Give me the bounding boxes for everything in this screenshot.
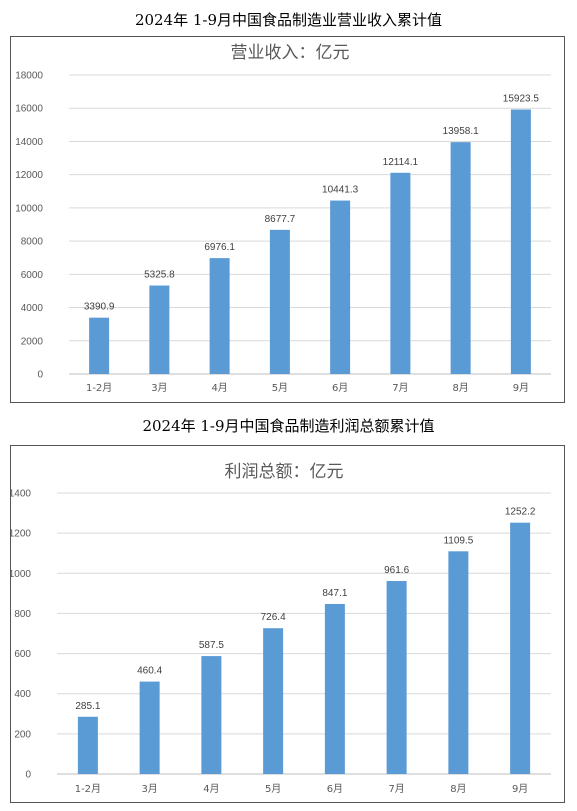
data-label: 285.1	[75, 701, 100, 712]
chart1-heading: 2024年 1-9月中国食品制造业营业收入累计值	[134, 11, 443, 29]
revenue-bar-chart: 营业收入：亿元 0 2000 4000 6000 8000 10000 12000 14000 1…	[15, 43, 551, 394]
y-tick-label: 4000	[21, 303, 44, 314]
x-tick-label: 3月	[141, 783, 157, 795]
data-label: 460.4	[137, 666, 162, 677]
bar	[510, 522, 531, 774]
data-label: 1109.5	[443, 535, 473, 546]
chart2-heading: 2024年 1-9月中国食品制造利润总额累计值	[142, 417, 435, 435]
y-tick-label: 2000	[21, 336, 44, 347]
y-tick-label: 0	[25, 770, 31, 781]
data-label: 8677.7	[265, 214, 296, 225]
y-tick-label: 200	[14, 729, 31, 740]
profit-bar-chart: 利润总额：亿元 0 200 400 600 800 1000 1200 1400 285.1 1-2…	[11, 462, 551, 795]
y-tick-label: 400	[14, 689, 31, 700]
chart1-frame: 营业收入：亿元 0 2000 4000 6000 8000 10000 12000 14000 1…	[10, 36, 565, 403]
x-tick-label: 5月	[265, 783, 281, 795]
x-tick-label: 9月	[513, 382, 529, 394]
bar	[89, 317, 110, 374]
bar	[510, 109, 531, 374]
x-tick-label: 4月	[211, 382, 227, 394]
bar	[209, 258, 230, 374]
y-tick-label: 10000	[15, 203, 43, 214]
data-label: 15923.5	[503, 93, 540, 104]
x-tick-label: 7月	[392, 382, 408, 394]
bar	[450, 142, 471, 374]
bar	[263, 628, 284, 774]
bar	[386, 580, 407, 774]
y-tick-label: 18000	[15, 71, 43, 82]
x-tick-label: 3月	[151, 382, 167, 394]
data-label: 5325.8	[144, 270, 175, 281]
x-tick-label: 6月	[327, 783, 343, 795]
y-tick-label: 12000	[15, 170, 43, 181]
x-tick-label: 6月	[332, 382, 348, 394]
data-label: 1252.2	[505, 507, 536, 518]
x-tick-label: 8月	[450, 783, 466, 795]
y-tick-label: 600	[14, 649, 31, 660]
x-tick-label: 4月	[203, 783, 219, 795]
data-label: 6976.1	[204, 242, 235, 253]
y-tick-label: 14000	[15, 137, 43, 148]
x-tick-label: 9月	[512, 783, 528, 795]
chart-title: 营业收入：亿元	[231, 43, 350, 63]
bar	[330, 200, 351, 374]
data-label: 961.6	[384, 565, 409, 576]
y-tick-label: 1200	[11, 529, 31, 540]
x-tick-label: 5月	[272, 382, 288, 394]
data-label: 726.4	[261, 612, 286, 623]
bar	[390, 172, 411, 374]
chart-title: 利润总额：亿元	[225, 462, 344, 482]
x-tick-label: 7月	[388, 783, 404, 795]
data-label: 3390.9	[84, 302, 115, 313]
bar	[448, 551, 469, 774]
x-tick-label: 8月	[452, 382, 468, 394]
data-label: 587.5	[199, 640, 224, 651]
bar	[77, 716, 98, 774]
data-label: 847.1	[322, 588, 347, 599]
y-tick-label: 800	[14, 609, 31, 620]
data-label: 13958.1	[443, 126, 480, 137]
y-tick-label: 1000	[11, 569, 31, 580]
bar	[149, 285, 170, 374]
y-tick-label: 1400	[11, 489, 31, 500]
bar	[139, 681, 160, 774]
y-tick-label: 6000	[21, 270, 44, 281]
bar	[201, 656, 222, 774]
y-tick-label: 8000	[21, 237, 44, 248]
data-label: 12114.1	[383, 157, 419, 168]
data-label: 10441.3	[322, 185, 359, 196]
y-tick-label: 16000	[15, 104, 43, 115]
y-tick-label: 0	[37, 370, 43, 381]
bar	[324, 603, 345, 774]
chart2-frame: 利润总额：亿元 0 200 400 600 800 1000 1200 1400 285.1 1-2…	[10, 445, 565, 803]
x-tick-label: 1-2月	[86, 382, 112, 394]
bar	[269, 229, 290, 374]
x-tick-label: 1-2月	[75, 783, 101, 795]
